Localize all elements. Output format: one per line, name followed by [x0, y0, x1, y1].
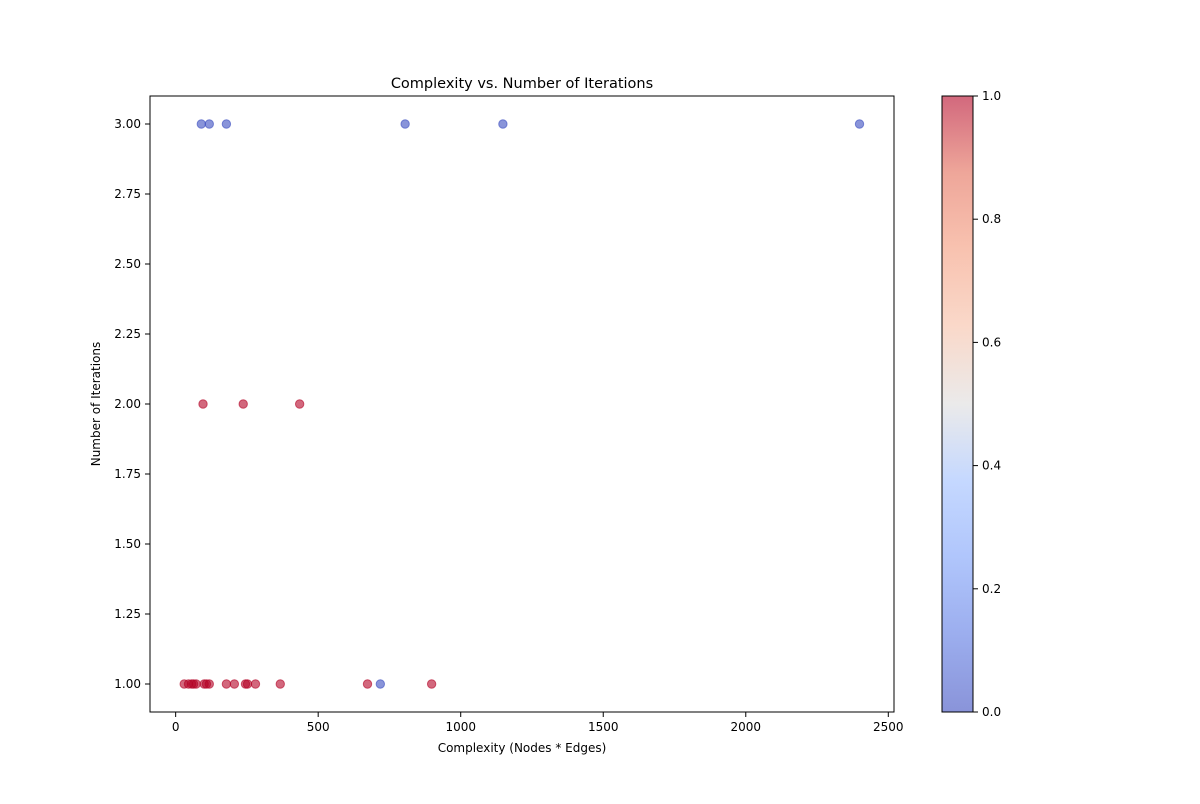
- y-tick-label: 2.75: [114, 187, 141, 201]
- scatter-point: [375, 679, 386, 689]
- y-tick-label: 2.00: [114, 397, 141, 411]
- colorbar-gradient: [942, 96, 973, 712]
- y-tick-label: 1.00: [114, 677, 141, 691]
- x-axis-label: Complexity (Nodes * Edges): [438, 741, 607, 755]
- plot-area: [149, 95, 895, 713]
- y-tick-label: 2.50: [114, 257, 141, 271]
- y-tick-label: 2.25: [114, 327, 141, 341]
- x-axis: 0 500 1000 1500 2000 2500: [172, 712, 904, 734]
- y-axis-label: Number of Iterations: [89, 342, 103, 467]
- scatter-point: [294, 399, 305, 409]
- colorbar-tick-label: 0.6: [982, 335, 1001, 349]
- y-tick-label: 1.50: [114, 537, 141, 551]
- scatter-point: [250, 679, 261, 689]
- colorbar-tick-label: 0.8: [982, 212, 1001, 226]
- scatter-point: [191, 679, 201, 689]
- colorbar-tick-label: 0.4: [982, 459, 1001, 473]
- scatter-point: [198, 399, 208, 409]
- scatter-point: [196, 119, 207, 129]
- colorbar-tick-label: 0.2: [982, 582, 1001, 596]
- x-tick-label: 1000: [445, 720, 476, 734]
- points-layer: [179, 119, 865, 689]
- x-tick-label: 2500: [873, 720, 904, 734]
- colorbar-tick-label: 1.0: [982, 89, 1001, 103]
- chart-title: Complexity vs. Number of Iterations: [391, 76, 653, 92]
- scatter-point: [221, 679, 232, 689]
- y-tick-label: 1.75: [114, 467, 141, 481]
- scatter-point: [275, 679, 285, 689]
- scatter-point: [426, 679, 437, 689]
- y-tick-label: 3.00: [114, 117, 141, 131]
- plot-background: [150, 96, 894, 712]
- scatter-point: [238, 399, 248, 409]
- y-tick-label: 1.25: [114, 607, 141, 621]
- x-tick-label: 0: [172, 720, 180, 734]
- scatter-point: [854, 119, 865, 129]
- y-axis: 1.00 1.25 1.50 1.75 2.00 2.25 2.50 2.75 3.00: [114, 117, 150, 691]
- scatter-point: [362, 679, 373, 689]
- x-tick-label: 1500: [588, 720, 619, 734]
- colorbar-tick-label: 0.0: [982, 705, 1001, 719]
- scatter-point: [498, 119, 508, 129]
- colorbar-ticks: 0.0 0.2 0.4 0.6 0.8 1.0: [973, 89, 1001, 719]
- colorbar: 0.0 0.2 0.4 0.6 0.8 1.0: [941, 89, 1001, 719]
- scatter-point: [204, 119, 214, 129]
- scatter-point: [242, 679, 253, 689]
- scatter-point: [204, 679, 214, 689]
- x-tick-label: 2000: [730, 720, 761, 734]
- scatter-point: [221, 119, 232, 129]
- colorbar-frame: [941, 95, 974, 713]
- scatter-point: [400, 119, 410, 129]
- scatter-point: [229, 679, 240, 689]
- x-tick-label: 500: [307, 720, 330, 734]
